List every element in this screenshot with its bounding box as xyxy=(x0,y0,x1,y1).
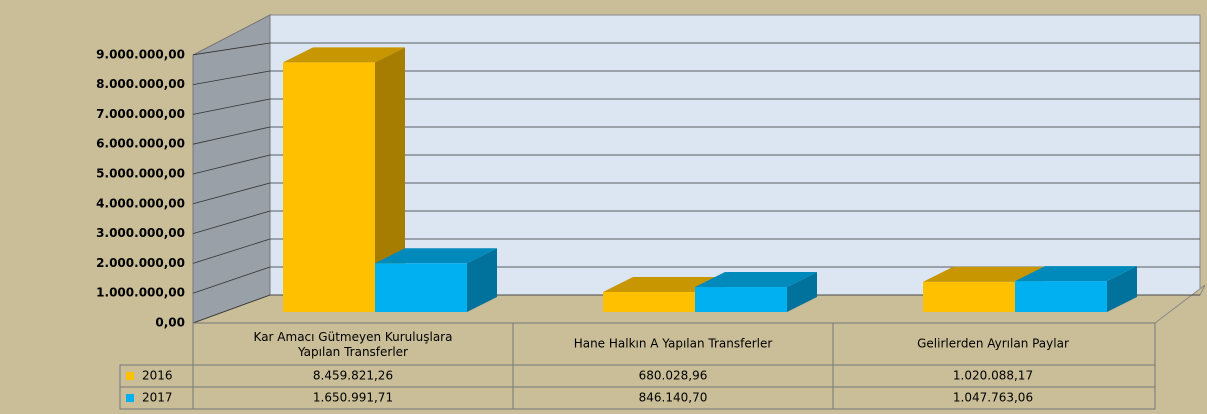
value-label: 680.028,96 xyxy=(639,369,708,383)
value-label: 846.140,70 xyxy=(639,391,708,405)
legend-swatch xyxy=(126,372,134,380)
bar-top xyxy=(1015,266,1137,282)
x-tick-label: Hane Halkın A Yapılan Transferler xyxy=(574,337,773,351)
legend-label: 2017 xyxy=(142,391,173,405)
bar-side xyxy=(787,272,817,312)
grid-line xyxy=(192,238,1200,264)
side-wall xyxy=(192,14,271,324)
y-tick-label: 0,00 xyxy=(155,316,185,330)
grid-line xyxy=(192,294,1200,324)
bar-top xyxy=(695,272,817,288)
y-tick-label: 3.000.000,00 xyxy=(96,226,185,240)
grid-line xyxy=(192,126,1200,145)
label-line: Yapılan Transferler xyxy=(297,345,408,359)
x-tick-label: Kar Amacı Gütmeyen Kuruluşlara Yapılan Tr… xyxy=(254,330,453,359)
bar xyxy=(923,281,1015,312)
grid-line xyxy=(192,42,1200,56)
grid-line xyxy=(192,266,1200,294)
y-tick-label: 5.000.000,00 xyxy=(96,167,185,181)
bar xyxy=(283,62,375,312)
legend-swatch xyxy=(126,394,134,402)
bar-top xyxy=(923,266,1045,282)
bar xyxy=(1015,281,1107,312)
y-tick-label: 8.000.000,00 xyxy=(96,77,185,91)
value-label: 1.650.991,71 xyxy=(313,391,393,405)
grid-line xyxy=(192,210,1200,234)
grid-line xyxy=(192,70,1200,85)
y-tick-label: 1.000.000,00 xyxy=(96,286,185,300)
y-tick-label: 6.000.000,00 xyxy=(96,137,185,151)
bar-top xyxy=(375,248,497,264)
y-tick-label: 4.000.000,00 xyxy=(96,196,185,210)
bar-side xyxy=(467,248,497,312)
y-tick-label: 9.000.000,00 xyxy=(96,47,185,61)
y-tick-label: 2.000.000,00 xyxy=(96,256,185,270)
bar-top xyxy=(603,276,725,292)
bar xyxy=(695,287,787,312)
legend-label: 2016 xyxy=(142,369,173,383)
value-label: 1.047.763,06 xyxy=(953,391,1033,405)
value-label: 1.020.088,17 xyxy=(953,369,1033,383)
bar xyxy=(603,291,695,312)
grid-line xyxy=(192,98,1200,115)
bar-side xyxy=(1107,266,1137,312)
label-line: Kar Amacı Gütmeyen Kuruluşlara xyxy=(254,330,453,344)
bar-top xyxy=(283,47,405,63)
bar-side xyxy=(375,47,405,312)
grid-line xyxy=(192,182,1200,205)
y-tick-label: 7.000.000,00 xyxy=(96,107,185,121)
bar xyxy=(375,263,467,312)
x-tick-label: Gelirlerden Ayrılan Paylar xyxy=(917,337,1069,351)
value-label: 8.459.821,26 xyxy=(313,369,393,383)
grid-line xyxy=(192,154,1200,175)
